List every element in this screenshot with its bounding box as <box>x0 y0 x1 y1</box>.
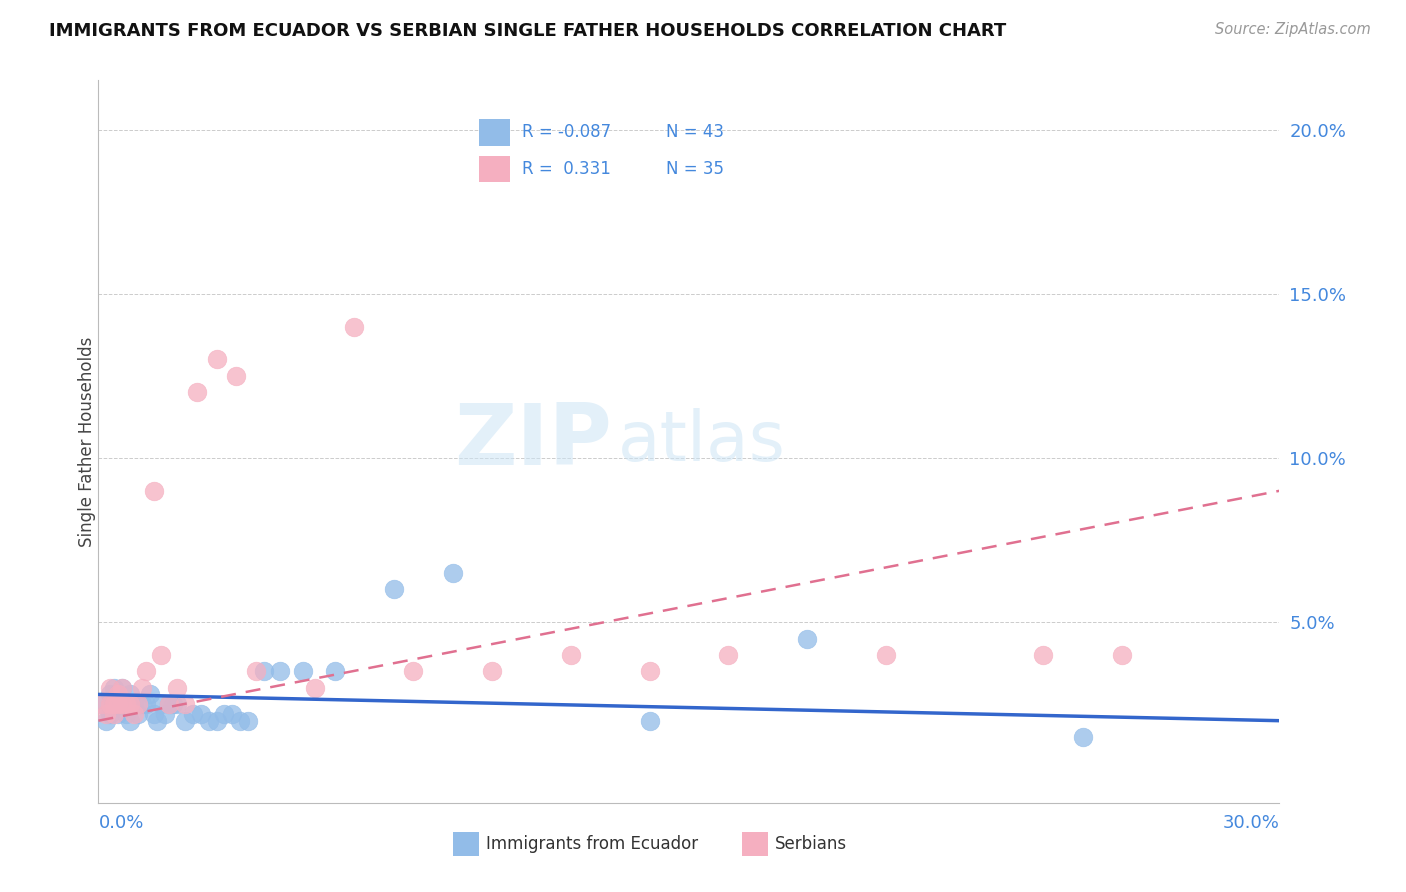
Point <box>96 714 118 728</box>
Point <box>118 714 141 728</box>
Point <box>115 698 138 712</box>
Point <box>221 707 243 722</box>
Point <box>131 681 153 695</box>
Point <box>131 698 153 712</box>
Y-axis label: Single Father Households: Single Father Households <box>79 336 96 547</box>
Point <box>142 483 165 498</box>
Point <box>111 681 134 695</box>
Point <box>1071 730 1094 744</box>
Point <box>343 319 366 334</box>
Point <box>107 687 129 701</box>
Point <box>225 368 247 383</box>
Point <box>127 707 149 722</box>
Point <box>135 665 157 679</box>
FancyBboxPatch shape <box>453 832 478 855</box>
Point <box>98 681 121 695</box>
Point <box>91 698 114 712</box>
Text: ZIP: ZIP <box>454 400 612 483</box>
Point <box>107 707 129 722</box>
Point <box>91 698 114 712</box>
Point <box>107 698 129 712</box>
Point <box>103 698 125 712</box>
Point <box>1032 648 1054 662</box>
Point <box>98 698 121 712</box>
Point <box>229 714 252 728</box>
Point <box>560 648 582 662</box>
Point <box>118 687 141 701</box>
Point <box>481 665 503 679</box>
Point <box>157 698 180 712</box>
Point <box>323 665 346 679</box>
Text: Source: ZipAtlas.com: Source: ZipAtlas.com <box>1215 22 1371 37</box>
Point <box>103 707 125 722</box>
Point <box>157 698 180 712</box>
Point <box>382 582 405 597</box>
Text: atlas: atlas <box>619 408 786 475</box>
Point <box>122 707 145 722</box>
Point <box>875 648 897 662</box>
Point <box>162 698 184 712</box>
Point <box>111 698 134 712</box>
Point <box>402 665 425 679</box>
Point <box>115 707 138 722</box>
Point <box>638 665 661 679</box>
Point <box>122 698 145 712</box>
Point <box>155 707 177 722</box>
Point <box>166 698 188 712</box>
Point <box>1111 648 1133 662</box>
FancyBboxPatch shape <box>742 832 768 855</box>
Point <box>174 714 197 728</box>
Point <box>127 698 149 712</box>
Point <box>135 698 157 712</box>
Point <box>190 707 212 722</box>
Point <box>138 687 160 701</box>
Point <box>205 352 228 367</box>
Text: Immigrants from Ecuador: Immigrants from Ecuador <box>486 835 697 853</box>
Point <box>796 632 818 646</box>
Point <box>166 681 188 695</box>
Point <box>638 714 661 728</box>
Point <box>111 681 134 695</box>
Point <box>269 665 291 679</box>
Point <box>304 681 326 695</box>
Point <box>205 714 228 728</box>
Point <box>118 698 141 712</box>
Point <box>253 665 276 679</box>
Point <box>98 687 121 701</box>
Point <box>142 707 165 722</box>
Point <box>174 698 197 712</box>
Point <box>98 707 121 722</box>
Point <box>103 698 125 712</box>
Point <box>186 385 208 400</box>
Point <box>197 714 219 728</box>
Point <box>717 648 740 662</box>
Text: IMMIGRANTS FROM ECUADOR VS SERBIAN SINGLE FATHER HOUSEHOLDS CORRELATION CHART: IMMIGRANTS FROM ECUADOR VS SERBIAN SINGL… <box>49 22 1007 40</box>
Point <box>150 698 173 712</box>
Text: 0.0%: 0.0% <box>98 814 143 832</box>
Point <box>146 714 169 728</box>
Point <box>181 707 204 722</box>
Point <box>441 566 464 580</box>
Point <box>236 714 259 728</box>
Text: Serbians: Serbians <box>775 835 848 853</box>
Text: 30.0%: 30.0% <box>1223 814 1279 832</box>
Point <box>245 665 267 679</box>
Point <box>107 687 129 701</box>
Point <box>111 698 134 712</box>
Point <box>150 648 173 662</box>
Point <box>96 707 118 722</box>
Point <box>214 707 236 722</box>
Point <box>292 665 315 679</box>
Point <box>103 681 125 695</box>
